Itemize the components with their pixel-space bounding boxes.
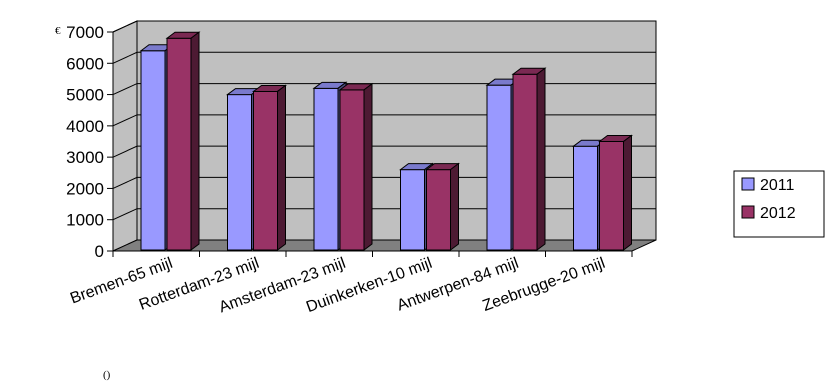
y-tick-label: 3000 <box>66 148 104 167</box>
y-tick-label: 2000 <box>66 179 104 198</box>
bar <box>427 164 459 250</box>
y-tick-label: 1000 <box>66 211 104 230</box>
plot-side-wall <box>113 21 137 251</box>
y-tick-label: 0 <box>95 242 104 261</box>
bar <box>254 85 286 250</box>
y-tick-label: 4000 <box>66 117 104 136</box>
y-tick-label: 6000 <box>66 54 104 73</box>
bar <box>600 136 632 251</box>
bar <box>167 32 199 250</box>
legend-swatch <box>742 178 754 190</box>
legend-label: 2011 <box>760 177 795 194</box>
legend: 2011 2012 <box>734 171 824 237</box>
corner-mark: () <box>103 369 111 381</box>
bar <box>513 68 545 250</box>
legend-label: 2012 <box>760 205 796 222</box>
bar <box>340 84 372 250</box>
y-tick-label: 7000 <box>66 23 104 42</box>
unit-mark: € <box>55 25 61 37</box>
y-tick-label: 5000 <box>66 86 104 105</box>
y-axis: 0 1000 2000 3000 4000 5000 6000 7000 <box>66 23 113 261</box>
legend-swatch <box>742 206 754 218</box>
